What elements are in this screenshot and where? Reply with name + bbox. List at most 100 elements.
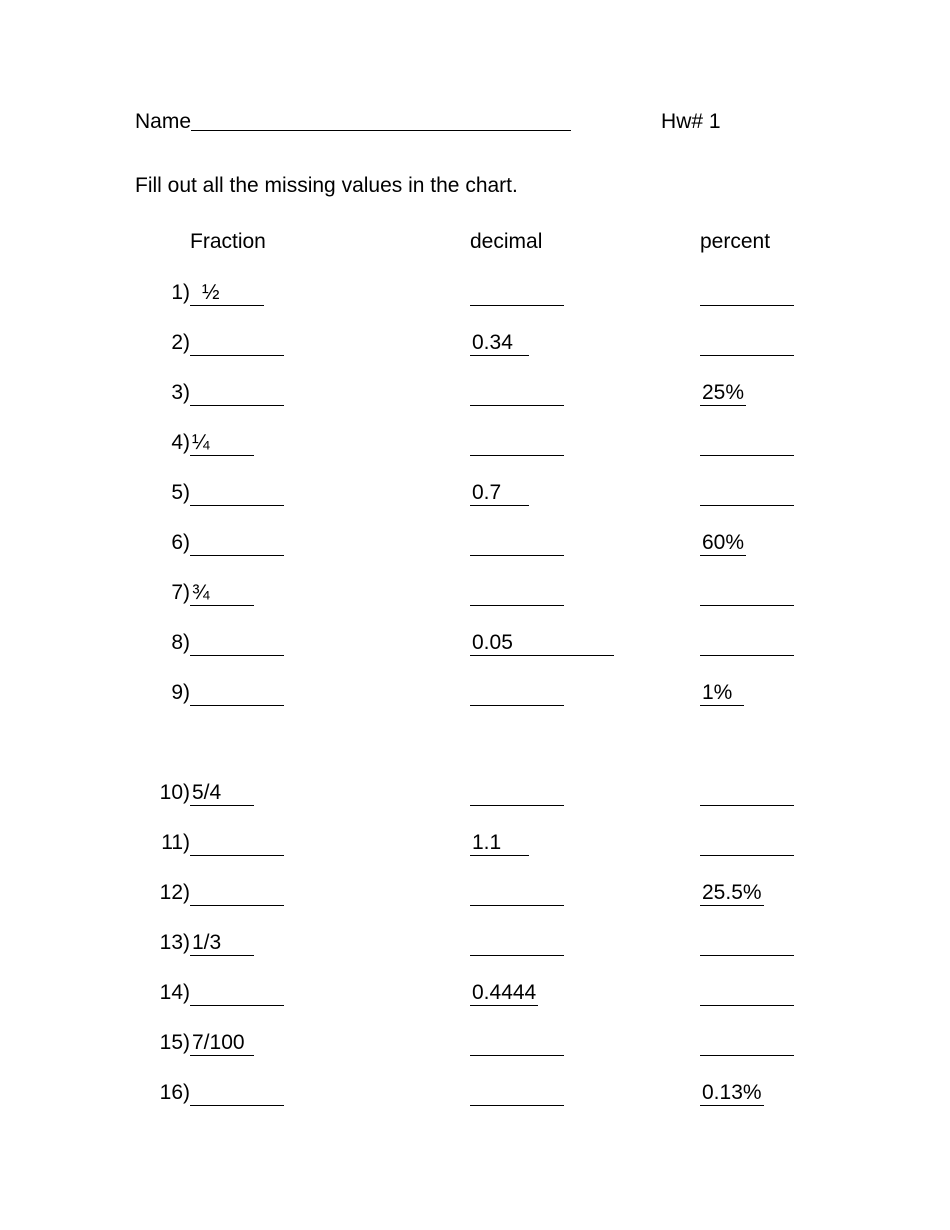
percent-blank[interactable] — [700, 481, 794, 506]
name-label: Name — [135, 110, 191, 134]
fraction-cell — [190, 618, 470, 668]
fraction-blank[interactable] — [190, 631, 284, 656]
decimal-cell — [470, 768, 700, 818]
decimal-blank[interactable] — [470, 881, 564, 906]
row-number: 15) — [135, 1018, 190, 1068]
row-number: 1) — [135, 268, 190, 318]
decimal-blank[interactable] — [470, 431, 564, 456]
fraction-cell: 7/100 — [190, 1018, 470, 1068]
decimal-cell: 0.4444 — [470, 968, 700, 1018]
conversion-chart: Fraction decimal percent 1)½ 2) 0.34 3) … — [135, 230, 815, 1118]
row-number: 4) — [135, 418, 190, 468]
decimal-blank[interactable] — [470, 681, 564, 706]
row-number: 7) — [135, 568, 190, 618]
fraction-value: 1/3 — [190, 931, 254, 956]
row-number: 3) — [135, 368, 190, 418]
percent-blank[interactable] — [700, 631, 794, 656]
percent-blank[interactable] — [700, 1031, 794, 1056]
percent-cell — [700, 818, 815, 868]
percent-cell — [700, 768, 815, 818]
percent-cell — [700, 568, 815, 618]
fraction-cell — [190, 518, 470, 568]
column-header-fraction: Fraction — [190, 230, 470, 268]
fraction-blank[interactable] — [190, 881, 284, 906]
percent-blank[interactable] — [700, 431, 794, 456]
fraction-cell — [190, 968, 470, 1018]
fraction-blank[interactable] — [190, 331, 284, 356]
name-input-line[interactable] — [191, 109, 571, 131]
fraction-blank[interactable] — [190, 481, 284, 506]
fraction-value: 7/100 — [190, 1031, 254, 1056]
decimal-blank[interactable] — [470, 1081, 564, 1106]
decimal-blank[interactable] — [470, 531, 564, 556]
table-row: 9) 1% — [135, 668, 815, 718]
decimal-value: 1.1 — [470, 831, 529, 856]
fraction-cell: ¼ — [190, 418, 470, 468]
percent-value: 25.5% — [700, 881, 764, 906]
row-number: 2) — [135, 318, 190, 368]
table-row: 7)¾ — [135, 568, 815, 618]
worksheet-page: Name Hw# 1 Fill out all the missing valu… — [0, 0, 950, 1230]
row-number: 5) — [135, 468, 190, 518]
table-row: 4)¼ — [135, 418, 815, 468]
fraction-cell: 1/3 — [190, 918, 470, 968]
decimal-value: 0.05 — [470, 631, 614, 656]
table-row: 2) 0.34 — [135, 318, 815, 368]
row-number: 6) — [135, 518, 190, 568]
percent-value: 25% — [700, 381, 746, 406]
percent-blank[interactable] — [700, 931, 794, 956]
percent-cell — [700, 318, 815, 368]
table-row: 3) 25% — [135, 368, 815, 418]
decimal-blank[interactable] — [470, 581, 564, 606]
column-header-decimal: decimal — [470, 230, 700, 268]
header-row: Name Hw# 1 — [135, 110, 815, 134]
column-header-percent: percent — [700, 230, 815, 268]
percent-cell — [700, 918, 815, 968]
fraction-cell — [190, 368, 470, 418]
decimal-blank[interactable] — [470, 931, 564, 956]
decimal-blank[interactable] — [470, 781, 564, 806]
row-number: 16) — [135, 1068, 190, 1118]
fraction-blank[interactable] — [190, 831, 284, 856]
decimal-cell: 0.05 — [470, 618, 700, 668]
table-row: 12) 25.5% — [135, 868, 815, 918]
percent-blank[interactable] — [700, 581, 794, 606]
table-row: 14) 0.4444 — [135, 968, 815, 1018]
fraction-cell: 5/4 — [190, 768, 470, 818]
table-row: 5) 0.7 — [135, 468, 815, 518]
percent-cell: 25% — [700, 368, 815, 418]
decimal-blank[interactable] — [470, 381, 564, 406]
decimal-blank[interactable] — [470, 1031, 564, 1056]
row-number: 8) — [135, 618, 190, 668]
percent-cell — [700, 418, 815, 468]
decimal-value: 0.4444 — [470, 981, 538, 1006]
percent-blank[interactable] — [700, 981, 794, 1006]
percent-blank[interactable] — [700, 281, 794, 306]
fraction-blank[interactable] — [190, 1081, 284, 1106]
table-row: 1)½ — [135, 268, 815, 318]
decimal-cell — [470, 418, 700, 468]
fraction-cell — [190, 668, 470, 718]
fraction-cell — [190, 468, 470, 518]
fraction-value: ¾ — [190, 581, 254, 606]
fraction-value: ¼ — [190, 431, 254, 456]
fraction-cell — [190, 1068, 470, 1118]
percent-blank[interactable] — [700, 331, 794, 356]
percent-value: 0.13% — [700, 1081, 764, 1106]
homework-label: Hw# 1 — [661, 110, 721, 134]
decimal-cell — [470, 518, 700, 568]
percent-cell — [700, 268, 815, 318]
percent-cell: 0.13% — [700, 1068, 815, 1118]
decimal-blank[interactable] — [470, 281, 564, 306]
decimal-cell — [470, 1018, 700, 1068]
fraction-cell: ½ — [190, 268, 470, 318]
fraction-blank[interactable] — [190, 531, 284, 556]
fraction-blank[interactable] — [190, 681, 284, 706]
decimal-cell — [470, 1068, 700, 1118]
percent-blank[interactable] — [700, 831, 794, 856]
fraction-blank[interactable] — [190, 981, 284, 1006]
table-row: 13)1/3 — [135, 918, 815, 968]
row-number: 10) — [135, 768, 190, 818]
fraction-blank[interactable] — [190, 381, 284, 406]
percent-blank[interactable] — [700, 781, 794, 806]
